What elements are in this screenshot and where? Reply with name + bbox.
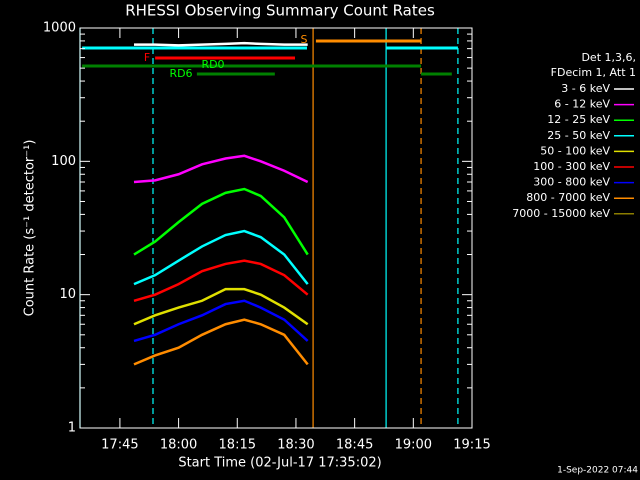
flag-label: RD6 <box>169 67 192 80</box>
legend-label: 7000 - 15000 keV <box>512 207 610 220</box>
series-line <box>133 154 309 184</box>
x-tick-label: 18:00 <box>160 438 197 453</box>
y-axis-label: Count Rate (s⁻¹ detector⁻¹) <box>23 140 38 317</box>
plot-frame <box>79 27 473 429</box>
flag-label: S <box>301 33 308 46</box>
x-tick-label: 17:45 <box>101 438 138 453</box>
x-axis-label: Start Time (02-Jul-17 17:35:02) <box>178 456 381 471</box>
legend-label: 3 - 6 keV <box>561 82 610 95</box>
x-tick-label: 19:15 <box>453 438 490 453</box>
y-tick-label: 100 <box>51 154 76 169</box>
y-tick-label: 1000 <box>43 21 76 36</box>
series-line <box>133 187 309 256</box>
legend-header: FDecim 1, Att 1 <box>551 66 636 79</box>
y-tick-label: 10 <box>59 287 76 302</box>
series-line <box>133 229 309 286</box>
chart-title: RHESSI Observing Summary Count Rates <box>125 2 435 20</box>
y-tick-label: 1 <box>68 421 76 436</box>
footer: 1-Sep-2022 07:44 <box>557 466 638 476</box>
series-line <box>133 259 309 302</box>
series-line <box>133 41 308 47</box>
legend-label: 12 - 25 keV <box>547 113 610 126</box>
flag-label: F <box>144 51 150 64</box>
x-tick-label: 18:45 <box>336 438 373 453</box>
legend-label: 800 - 7000 keV <box>526 191 610 204</box>
series-line <box>133 287 309 326</box>
legend-label: 300 - 800 keV <box>533 176 610 189</box>
legend-label: 100 - 300 keV <box>533 160 610 173</box>
legend-label: 6 - 12 keV <box>554 98 610 111</box>
legend-header: Det 1,3,6, <box>581 51 636 64</box>
series-line <box>133 318 309 366</box>
flag-label: RD0 <box>201 58 224 71</box>
legend-label: 50 - 100 keV <box>540 144 610 157</box>
x-tick-label: 19:00 <box>395 438 432 453</box>
legend-label: 25 - 50 keV <box>547 129 610 142</box>
series-line <box>133 299 309 343</box>
x-tick-label: 18:30 <box>277 438 314 453</box>
x-tick-label: 18:15 <box>219 438 256 453</box>
